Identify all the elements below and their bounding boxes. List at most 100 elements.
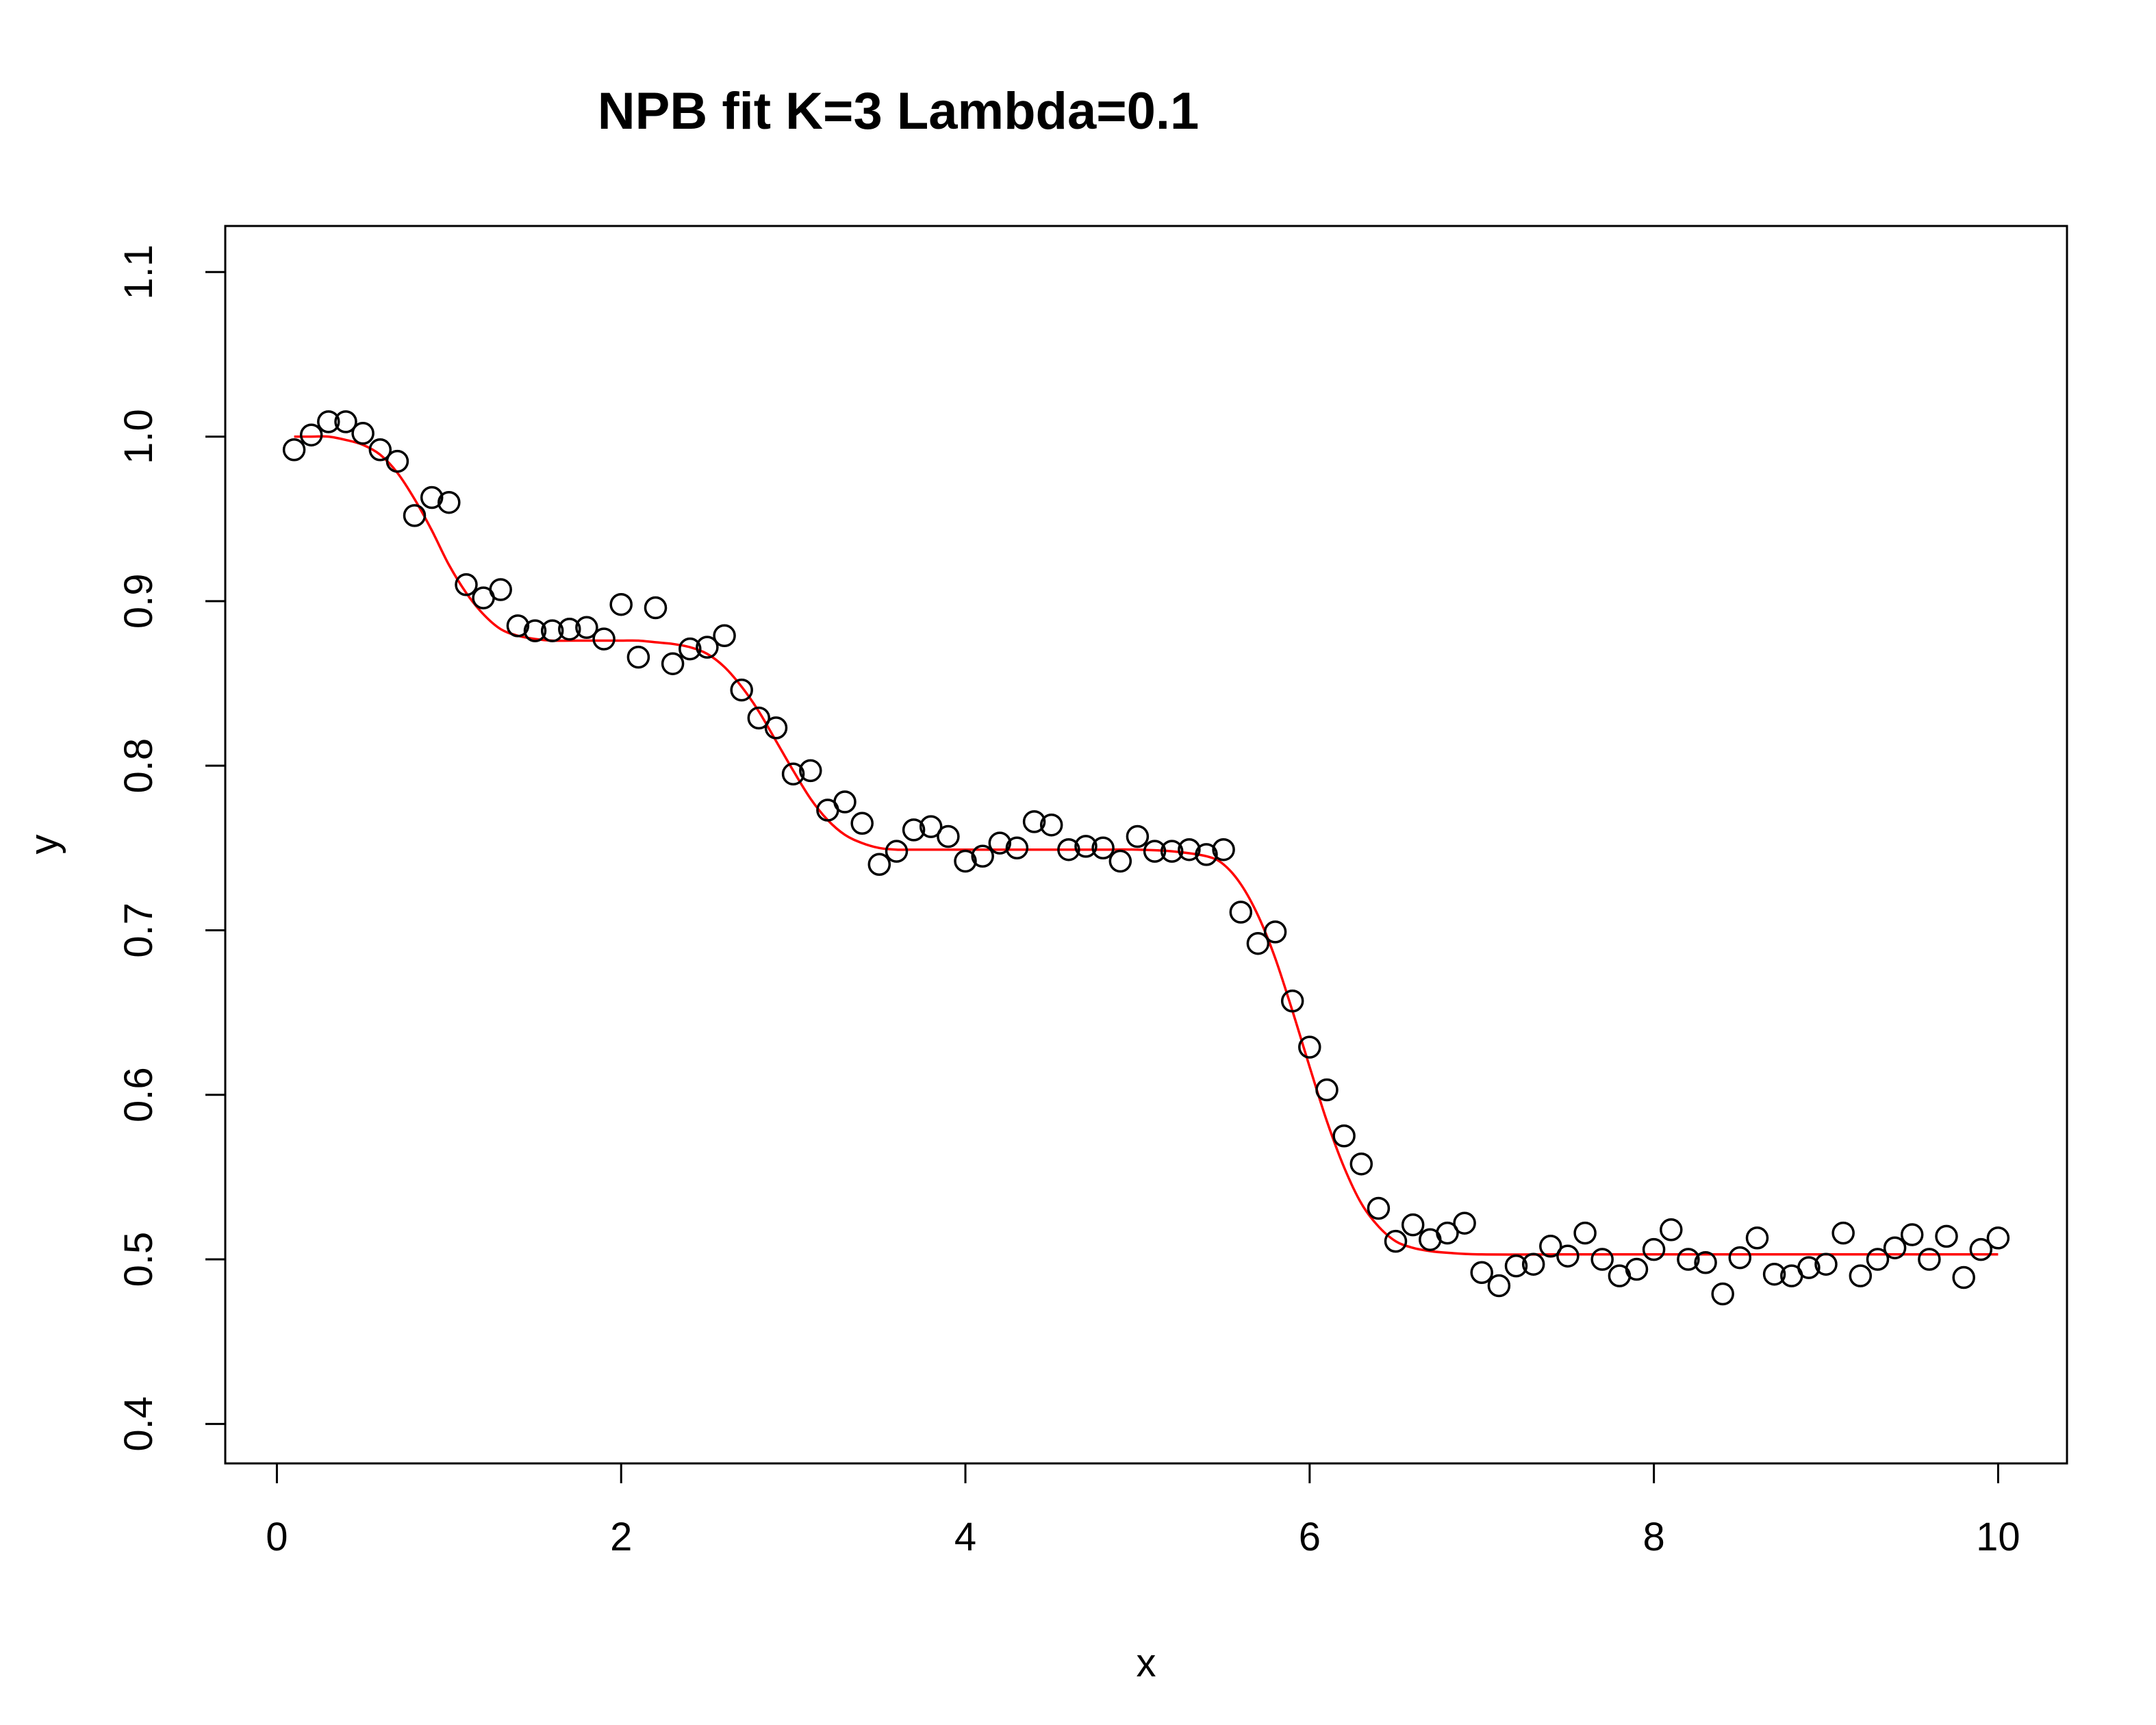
data-point (1039, 813, 1063, 837)
data-point (299, 423, 323, 446)
data-point (954, 849, 977, 873)
data-point (1969, 1237, 1993, 1261)
data-point (317, 410, 340, 433)
chart-title: NPB fit K=3 Lambda=0.1 (598, 82, 1200, 140)
data-point (1178, 838, 1201, 861)
data-point (489, 578, 512, 601)
data-point (988, 831, 1012, 855)
data-point (1126, 824, 1150, 848)
data-point (1229, 901, 1253, 924)
data-point (1642, 1237, 1666, 1261)
data-point (1797, 1256, 1821, 1279)
data-point (1332, 1124, 1356, 1148)
y-axis-label: y (22, 835, 66, 855)
x-axis: 0 2 4 6 8 10 (266, 1462, 2020, 1559)
data-point (781, 762, 805, 785)
data-point (1900, 1223, 1924, 1246)
data-point (1143, 840, 1167, 863)
data-point (1762, 1262, 1786, 1286)
data-point (1831, 1221, 1855, 1245)
data-point (1849, 1264, 1873, 1287)
data-point (1212, 838, 1235, 861)
fit-curve-line (294, 435, 1999, 1256)
data-point (1487, 1274, 1511, 1298)
data-point (575, 616, 598, 640)
data-point (1504, 1254, 1528, 1278)
data-point (1195, 843, 1218, 866)
data-point (1866, 1248, 1890, 1271)
data-point (1401, 1213, 1425, 1237)
data-point (1453, 1211, 1476, 1235)
data-point (1677, 1248, 1700, 1271)
data-point (540, 619, 564, 642)
data-point (867, 853, 891, 877)
fit-curve-layer (294, 435, 1999, 1256)
data-point (1384, 1229, 1408, 1253)
data-point (368, 438, 392, 462)
x-tick-label: 6 (1299, 1515, 1321, 1559)
data-point (661, 652, 685, 675)
data-point (1625, 1257, 1649, 1281)
data-point (1918, 1248, 1941, 1271)
data-point (1349, 1152, 1373, 1176)
data-point (1108, 849, 1132, 873)
data-point (971, 844, 994, 868)
x-tick-label: 4 (954, 1515, 976, 1559)
y-tick-label: 0.7 (116, 903, 161, 958)
data-point (1539, 1235, 1562, 1258)
data-point (1745, 1226, 1769, 1250)
x-tick-label: 8 (1643, 1515, 1665, 1559)
data-point (592, 627, 616, 651)
data-point (747, 706, 771, 730)
y-tick-label: 1.1 (116, 244, 161, 300)
data-point (919, 815, 943, 838)
data-point (1711, 1282, 1734, 1306)
y-tick-label: 0.5 (116, 1232, 161, 1287)
data-point (850, 811, 874, 835)
data-points-layer (282, 410, 2010, 1306)
data-point (1074, 835, 1098, 858)
data-point (558, 617, 581, 641)
data-point (1935, 1224, 1958, 1248)
data-point (1091, 836, 1115, 860)
data-point (1057, 838, 1080, 861)
y-tick-label: 0.8 (116, 738, 161, 794)
data-point (1298, 1035, 1321, 1059)
data-point (506, 614, 530, 638)
data-point (1556, 1244, 1580, 1268)
data-point (1814, 1252, 1838, 1276)
data-point (713, 624, 736, 648)
data-point (833, 790, 857, 814)
data-point (937, 824, 960, 848)
data-point (1590, 1248, 1614, 1271)
x-axis-label: x (1137, 1641, 1156, 1685)
data-point (730, 678, 753, 702)
data-point (678, 637, 702, 661)
data-point (626, 645, 650, 669)
data-point (1573, 1221, 1597, 1245)
data-point (764, 716, 788, 740)
data-point (1694, 1251, 1717, 1274)
data-point (885, 840, 909, 863)
data-point (403, 504, 427, 527)
data-point (282, 438, 306, 462)
data-point (696, 635, 719, 659)
data-point (385, 449, 409, 473)
data-point (1315, 1078, 1339, 1102)
data-point (609, 592, 633, 616)
x-tick-label: 2 (610, 1515, 632, 1559)
data-point (1470, 1261, 1493, 1285)
x-tick-label: 10 (1976, 1515, 2020, 1559)
data-point (437, 490, 461, 514)
data-point (455, 573, 478, 596)
y-tick-label: 0.4 (116, 1396, 161, 1452)
data-point (644, 596, 668, 620)
y-tick-label: 1.0 (116, 409, 161, 464)
data-point (420, 486, 444, 509)
data-point (1022, 810, 1046, 833)
data-point (1160, 840, 1184, 863)
y-tick-label: 0.9 (116, 574, 161, 629)
data-point (1367, 1196, 1391, 1220)
y-axis: 0.4 0.5 0.6 0.7 0.8 0.9 1.0 1.1 (116, 244, 227, 1452)
data-point (1005, 836, 1029, 860)
